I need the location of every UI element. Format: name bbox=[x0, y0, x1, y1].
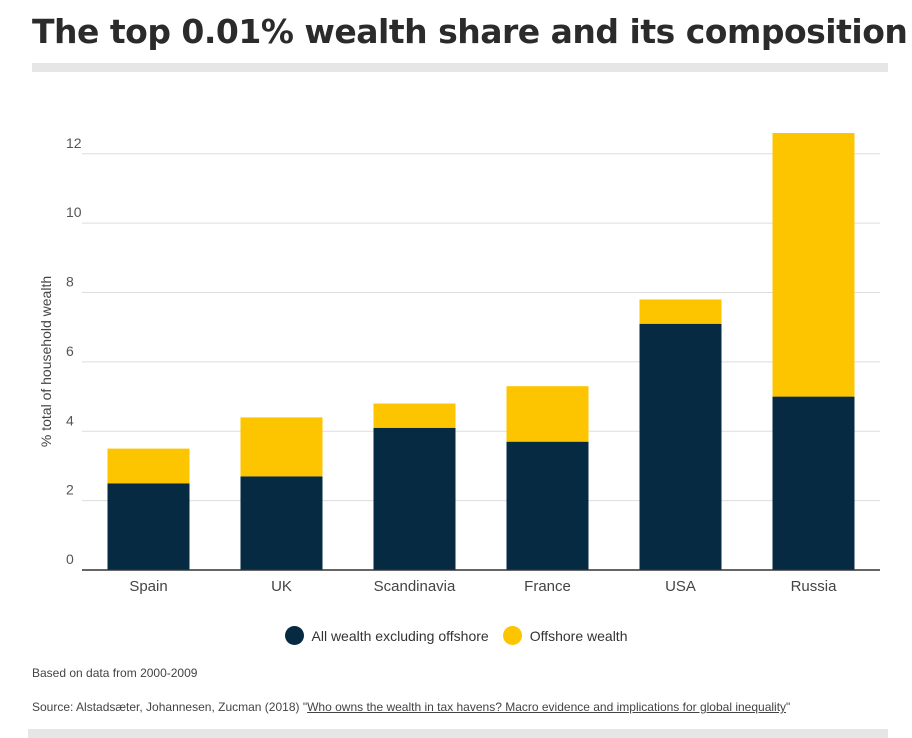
bar-offshore-spain bbox=[107, 448, 190, 484]
bar-onshore-russia bbox=[772, 396, 855, 570]
bar-onshore-france bbox=[506, 441, 589, 570]
bar-onshore-uk bbox=[240, 476, 323, 570]
legend-swatch-onshore bbox=[284, 626, 304, 645]
stacked-bar-chart: 0 2 4 6 8 10 12 % total of household wealth Spai… bbox=[38, 133, 880, 595]
data-period-note: Based on data from 2000-2009 bbox=[32, 666, 198, 680]
source-citation: Source: Alstadsæter, Johannesen, Zucman … bbox=[32, 700, 790, 714]
y-tick-label-4: 4 bbox=[66, 412, 74, 428]
x-tick-label-scandinavia: Scandinavia bbox=[374, 578, 456, 595]
title-divider bbox=[32, 63, 888, 72]
x-tick-label-spain: Spain bbox=[129, 578, 167, 595]
x-tick-label-usa: USA bbox=[665, 578, 696, 595]
y-tick-label-10: 10 bbox=[66, 204, 82, 220]
y-tick-label-8: 8 bbox=[66, 274, 74, 290]
bar-offshore-usa bbox=[639, 299, 722, 324]
bar-onshore-usa bbox=[639, 323, 722, 570]
bar-offshore-russia bbox=[772, 133, 855, 397]
footer-divider bbox=[28, 729, 888, 738]
bar-onshore-spain bbox=[107, 483, 190, 570]
x-tick-label-russia: Russia bbox=[791, 578, 838, 595]
legend-item-onshore: All wealth excluding offshore bbox=[284, 626, 489, 645]
bar-offshore-uk bbox=[240, 417, 323, 477]
bar-offshore-scandinavia bbox=[373, 403, 456, 428]
chart-title: The top 0.01% wealth share and its compo… bbox=[32, 12, 908, 51]
y-tick-label-6: 6 bbox=[66, 343, 74, 359]
chart-legend: All wealth excluding offshore Offshore w… bbox=[0, 626, 912, 645]
y-tick-label-2: 2 bbox=[66, 482, 74, 498]
legend-item-offshore: Offshore wealth bbox=[502, 626, 628, 645]
source-prefix: Source: Alstadsæter, Johannesen, Zucman … bbox=[32, 700, 308, 714]
x-tick-label-uk: UK bbox=[271, 578, 292, 595]
y-tick-label-0: 0 bbox=[66, 551, 74, 567]
y-tick-label-12: 12 bbox=[66, 135, 82, 151]
bar-offshore-france bbox=[506, 386, 589, 442]
legend-swatch-offshore bbox=[502, 626, 522, 645]
legend-label-onshore: All wealth excluding offshore bbox=[311, 627, 489, 644]
bar-onshore-scandinavia bbox=[373, 427, 456, 570]
x-tick-label-france: France bbox=[524, 578, 571, 595]
y-axis-label: % total of household wealth bbox=[38, 276, 54, 447]
legend-label-offshore: Offshore wealth bbox=[529, 627, 628, 644]
source-suffix: " bbox=[786, 700, 791, 714]
source-link[interactable]: Who owns the wealth in tax havens? Macro… bbox=[307, 700, 787, 714]
